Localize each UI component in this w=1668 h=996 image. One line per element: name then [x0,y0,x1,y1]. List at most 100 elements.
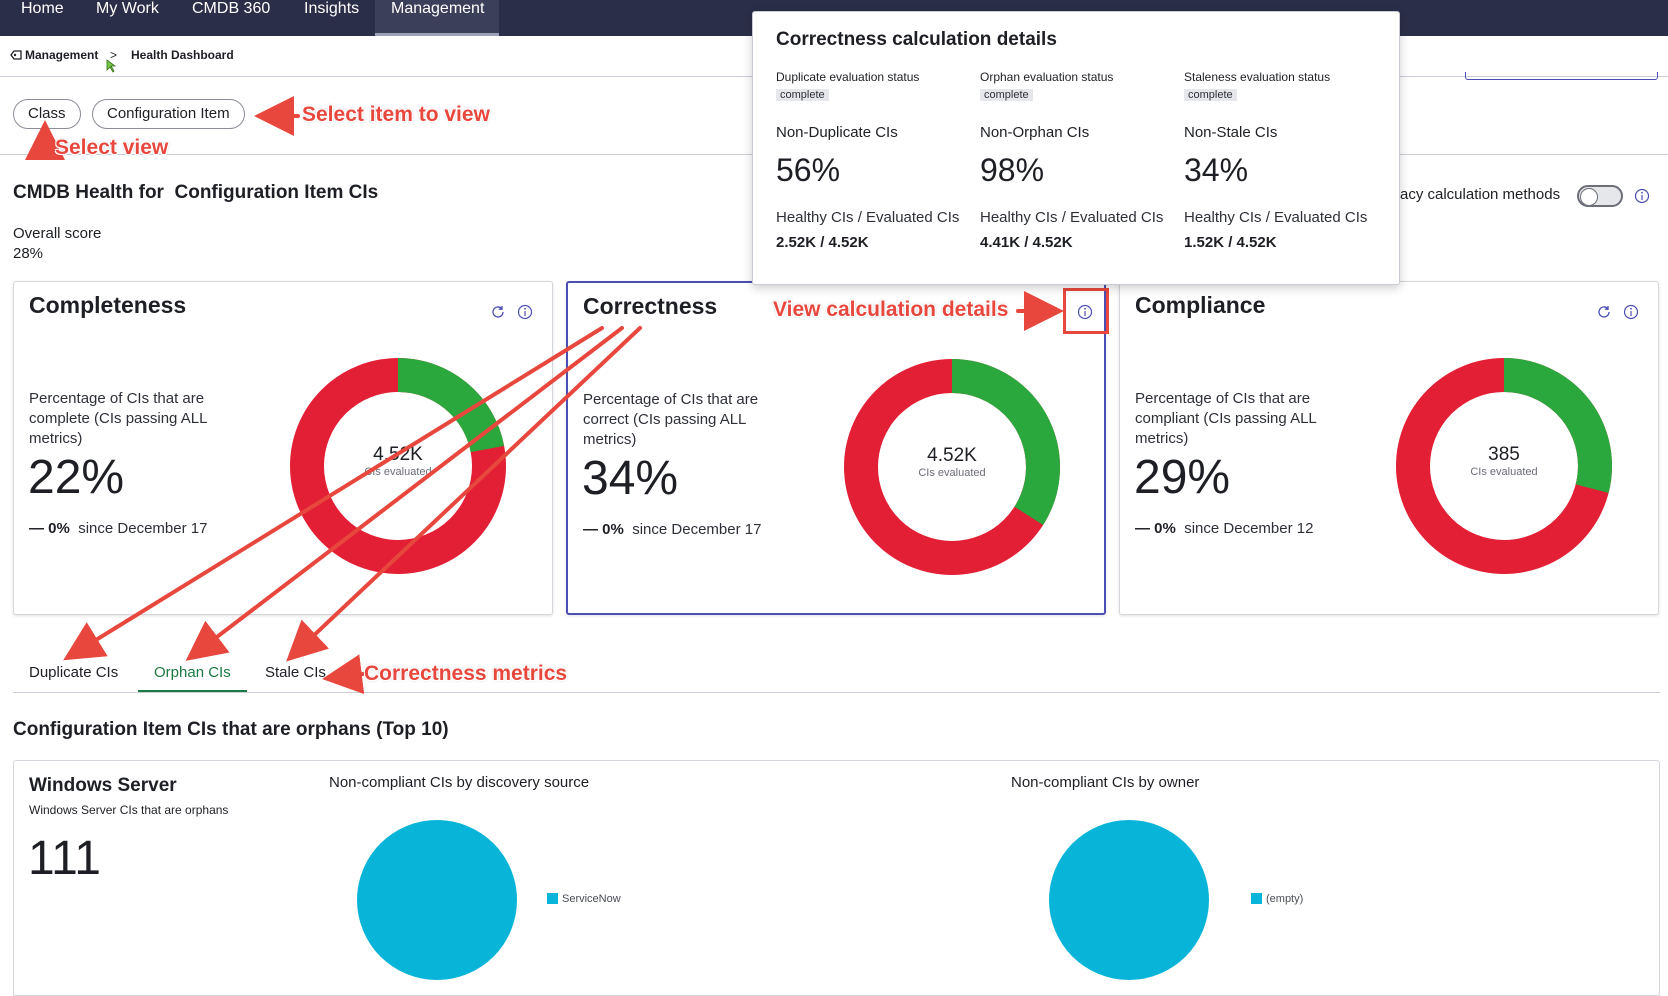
donut-center-value: 4.52K [927,445,977,466]
overall-score-value: 28% [13,245,44,262]
legend-label: ServiceNow [562,892,621,905]
status-label: Duplicate evaluation status [776,70,920,84]
toggle-knob [1580,188,1598,206]
class-name: Windows Server [29,775,177,796]
card-percentage: 22% [28,451,125,504]
metric-label: Non-Duplicate CIs [776,124,898,141]
info-icon[interactable] [517,304,533,320]
card-title: Compliance [1135,292,1266,318]
ratio-value: 4.41K / 4.52K [980,234,1073,251]
info-icon[interactable] [1623,304,1639,320]
card-description: Percentage of CIs that are compliant (CI… [1135,390,1317,447]
nav-insights[interactable]: Insights [304,0,360,17]
pie-slice-empty[interactable] [1049,820,1209,980]
legacy-calculation-label: acy calculation methods [1400,186,1561,203]
orphans-panel: Windows Server Windows Server CIs that a… [13,760,1660,996]
card-since: — 0% since December 12 [1135,520,1313,537]
class-view-pill[interactable]: Class [13,99,81,129]
metric-percent: 98% [980,152,1045,188]
legacy-calculation-toggle[interactable] [1577,185,1623,207]
legend-label: (empty) [1266,892,1304,905]
ratio-value: 1.52K / 4.52K [1184,234,1277,251]
annotation-select-view: Select view [55,136,169,159]
compliance-card[interactable]: Compliance Percentage of CIs that are co… [1119,281,1659,615]
configuration-item-pill[interactable]: Configuration Item [92,99,245,129]
legend-swatch [1251,893,1262,905]
tabs-divider [13,692,1660,693]
legend-swatch [547,893,558,905]
nav-home[interactable]: Home [21,0,64,17]
metric-label: Non-Orphan CIs [980,124,1090,141]
section-title: Configuration Item CIs that are orphans … [13,719,449,740]
mouse-cursor-icon [106,59,116,73]
legacy-info-icon[interactable] [1634,188,1650,204]
ratio-label: Healthy CIs / Evaluated CIs [776,209,960,226]
correctness-donut-chart: 4.52K CIs evaluated [842,357,1062,577]
refresh-icon[interactable] [490,304,506,320]
correctness-card[interactable]: Correctness Percentage of CIs that are c… [566,281,1109,615]
ratio-value: 2.52K / 4.52K [776,234,869,251]
info-icon[interactable] [1077,304,1093,320]
status-badge-text: complete [980,89,1033,101]
top-right-control-edge [1465,72,1658,80]
management-icon [10,50,22,60]
card-title: Completeness [29,292,187,318]
donut-healthy-segment [844,359,1060,575]
tab-duplicate-cis[interactable]: Duplicate CIs [29,664,119,681]
card-percentage: 34% [582,452,679,505]
metric-percent: 34% [1184,152,1249,188]
status-badge: complete [776,85,829,103]
compliance-donut-chart: 385 CIs evaluated [1394,356,1614,576]
annotation-view-calculation: View calculation details [773,298,1009,321]
breadcrumb-health-dashboard: Health Dashboard [131,48,234,62]
status-badge-text: complete [1184,89,1237,101]
card-since-date: since December 17 [632,521,762,538]
card-change: — 0% [583,521,624,538]
legend-servicenow[interactable]: ServiceNow [547,890,621,908]
status-label: Orphan evaluation status [980,70,1114,84]
metric-label: Non-Stale CIs [1184,124,1278,141]
card-percentage: 29% [1134,451,1231,504]
donut-center-value: 385 [1488,444,1520,465]
breadcrumb-separator: > [110,48,118,62]
tab-stale-cis[interactable]: Stale CIs [265,664,326,681]
card-since-date: since December 17 [78,520,208,537]
donut-svg [844,359,1060,575]
card-change: — 0% [29,520,70,537]
refresh-icon[interactable] [1596,304,1612,320]
status-badge: complete [1184,85,1237,103]
ratio-label: Healthy CIs / Evaluated CIs [980,209,1164,226]
info-highlight-box [1063,288,1109,334]
donut-center-label: CIs evaluated [364,466,432,478]
breadcrumb-management[interactable]: Management [25,48,99,62]
chart-title-owner: Non-compliant CIs by owner [1011,774,1200,791]
nav-my-work[interactable]: My Work [96,0,159,17]
card-description: Percentage of CIs that are correct (CIs … [583,391,759,448]
donut-center-label: CIs evaluated [1470,466,1538,478]
metric-percent: 56% [776,152,841,188]
card-since: — 0% since December 17 [583,521,761,538]
annotation-select-item: Select item to view [302,103,490,126]
completeness-donut-chart: 4.52K CIs evaluated [288,356,508,576]
status-label: Staleness evaluation status [1184,70,1331,84]
donut-healthy-segment [1396,358,1612,574]
card-since-date: since December 12 [1184,520,1314,537]
pie-slice-servicenow[interactable] [357,820,517,980]
card-description: Percentage of CIs that are complete (CIs… [29,390,207,447]
page-title: CMDB Health for Configuration Item CIs [13,182,379,203]
nav-cmdb-360[interactable]: CMDB 360 [192,0,271,17]
status-badge: complete [980,85,1033,103]
overall-score-label: Overall score [13,225,102,242]
orphan-count: 111 [28,832,101,885]
tab-orphan-cis[interactable]: Orphan CIs [138,658,247,692]
card-since: — 0% since December 17 [29,520,207,537]
card-change: — 0% [1135,520,1176,537]
nav-management[interactable]: Management [375,0,499,36]
discovery-source-pie [357,820,517,980]
class-subtitle: Windows Server CIs that are orphans [29,803,229,817]
popover-title: Correctness calculation details [776,29,1057,50]
annotation-correctness-metrics: Correctness metrics [364,662,568,685]
completeness-card[interactable]: Completeness Percentage of CIs that are … [13,281,553,615]
legend-empty[interactable]: (empty) [1251,890,1303,908]
donut-center-label: CIs evaluated [918,467,986,479]
